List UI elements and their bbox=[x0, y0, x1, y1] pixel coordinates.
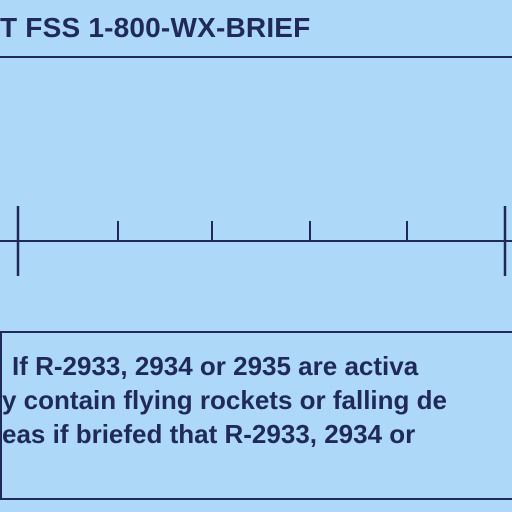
fss-header: T FSS 1-800-WX-BRIEF bbox=[0, 0, 512, 58]
notice-line-2: y contain flying rockets or falling de bbox=[2, 385, 447, 415]
notice-line-1: If R-2933, 2934 or 2935 are activa bbox=[12, 351, 419, 381]
fss-phone-label: T FSS 1-800-WX-BRIEF bbox=[0, 12, 311, 43]
restricted-area-notice: If R-2933, 2934 or 2935 are activa y con… bbox=[0, 331, 512, 500]
scale-bar bbox=[0, 206, 512, 276]
notice-line-3: eas if briefed that R-2933, 2934 or bbox=[2, 419, 416, 449]
